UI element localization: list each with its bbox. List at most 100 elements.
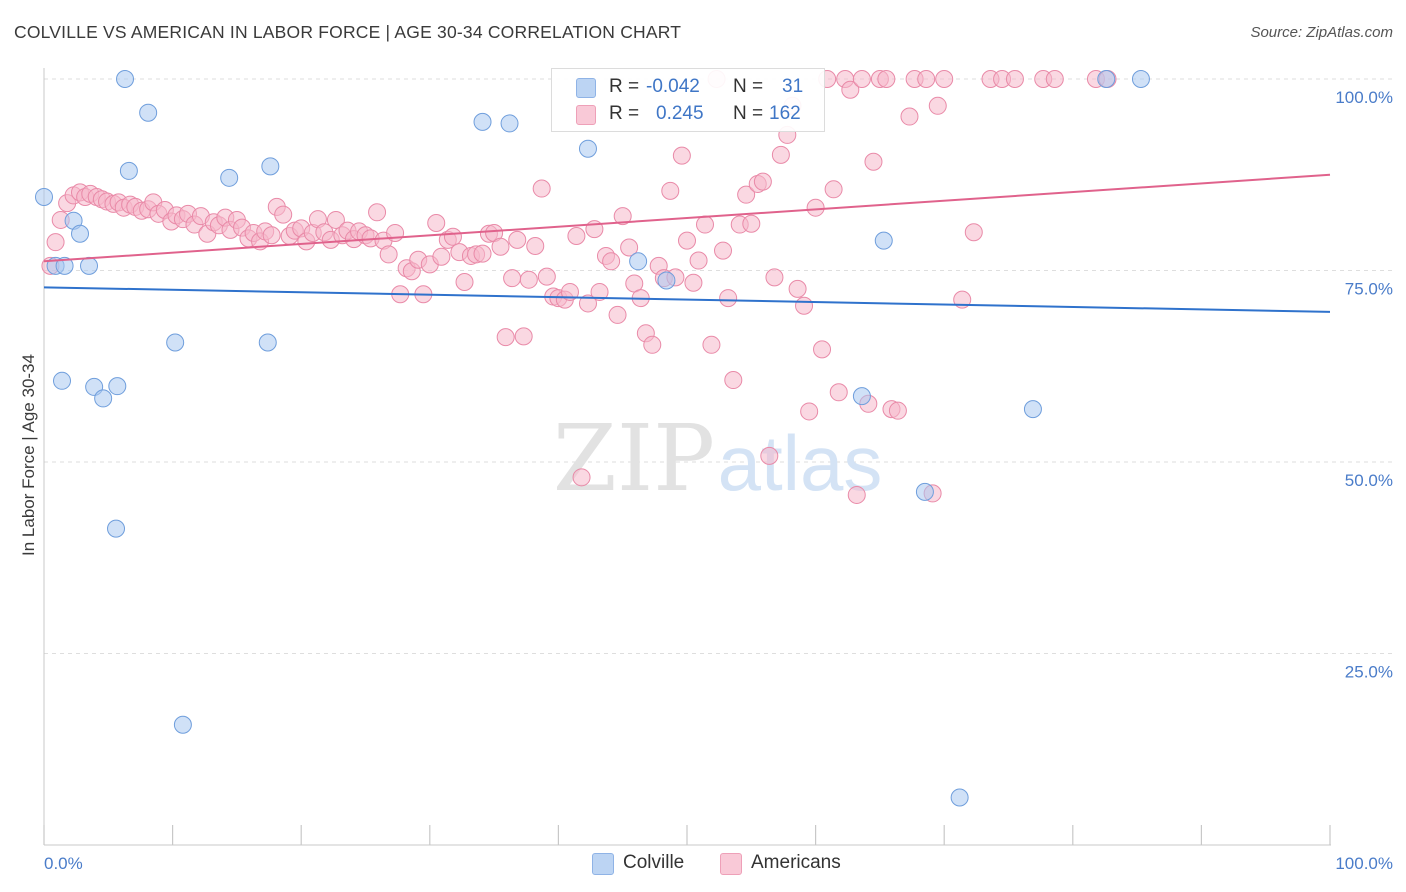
point-colville [915, 482, 934, 501]
watermark: ZIP atlas [553, 405, 882, 512]
point-colville [1131, 70, 1150, 88]
point-americans [724, 371, 743, 390]
point-americans [841, 80, 860, 99]
x-tick-labels: 0.0% 100.0% [44, 854, 1393, 873]
legend-n-value: 162 [769, 103, 801, 124]
trend-line-americans [43, 173, 1331, 263]
y-tick-label: 50.0% [1345, 471, 1393, 490]
point-colville [220, 168, 239, 187]
point-americans [742, 214, 761, 233]
trend-lines [43, 173, 1331, 313]
legend-n-value: 31 [782, 76, 804, 97]
point-americans [824, 180, 843, 199]
point-americans [443, 227, 462, 246]
point-colville [657, 271, 676, 290]
point-americans [620, 238, 639, 257]
point-colville [71, 224, 90, 243]
point-americans [578, 294, 597, 313]
point-americans [702, 335, 721, 354]
point-americans [519, 270, 538, 289]
point-americans [714, 241, 733, 260]
point-americans [760, 446, 779, 465]
point-americans [560, 282, 579, 301]
point-americans [455, 272, 474, 291]
point-americans [532, 179, 551, 198]
bottom-legend-label-americans: Americans [751, 852, 841, 873]
point-americans [719, 289, 738, 308]
point-colville [55, 256, 74, 275]
point-americans [567, 227, 586, 246]
point-americans [590, 282, 609, 301]
legend-swatch-colville [576, 78, 596, 98]
point-americans [602, 252, 621, 271]
point-colville [950, 788, 969, 807]
y-axis-label: In Labor Force | Age 30-34 [19, 354, 38, 556]
point-colville [852, 387, 871, 406]
point-colville [119, 161, 138, 180]
stats-legend: R = -0.042 N = 31 R = 0.245 N = 162 [551, 68, 825, 132]
y-tick-label: 100.0% [1335, 88, 1393, 107]
point-americans [900, 107, 919, 126]
point-americans [661, 181, 680, 200]
point-colville [80, 256, 99, 275]
series-colville [35, 70, 1150, 807]
point-colville [1097, 70, 1116, 88]
point-colville [139, 103, 158, 122]
point-americans [537, 267, 556, 286]
point-americans [928, 96, 947, 115]
point-americans [696, 215, 715, 234]
point-americans [491, 237, 510, 256]
point-colville [1023, 400, 1042, 419]
point-americans [427, 214, 446, 233]
point-colville [173, 715, 192, 734]
point-americans [678, 231, 696, 250]
trend-line-colville [43, 286, 1331, 313]
point-americans [496, 328, 515, 347]
point-americans [765, 268, 784, 287]
point-americans [806, 198, 825, 217]
point-colville [116, 70, 135, 88]
point-americans [326, 210, 345, 229]
point-americans [888, 401, 907, 420]
point-americans [526, 236, 545, 255]
source-label: Source: ZipAtlas.com [1250, 24, 1393, 41]
legend-swatch-americans [576, 105, 596, 125]
gridlines [44, 78, 1392, 654]
point-colville [94, 389, 113, 408]
y-tick-label: 75.0% [1345, 280, 1393, 299]
point-americans [643, 335, 662, 354]
point-colville [874, 231, 893, 250]
point-americans [795, 296, 814, 315]
point-americans [368, 203, 387, 222]
point-americans [847, 485, 866, 504]
point-colville [35, 187, 53, 206]
point-americans [514, 327, 533, 346]
x-tick-label: 100.0% [1335, 854, 1393, 873]
point-americans [379, 245, 398, 264]
bottom-legend-swatch-americans [720, 853, 742, 875]
legend-r-value: -0.042 [646, 76, 700, 97]
point-americans [503, 269, 522, 288]
point-americans [608, 305, 627, 324]
y-tick-label: 25.0% [1345, 663, 1393, 682]
point-colville [578, 139, 597, 158]
point-americans [262, 226, 281, 245]
point-americans [852, 70, 871, 88]
point-americans [689, 251, 708, 270]
bottom-legend-label-colville: Colville [623, 852, 685, 873]
point-americans [684, 273, 703, 292]
point-americans [864, 152, 883, 171]
chart-title: COLVILLE VS AMERICAN IN LABOR FORCE | AG… [14, 22, 682, 42]
point-americans [829, 383, 848, 402]
point-americans [737, 185, 756, 204]
point-americans [46, 233, 65, 252]
point-colville [473, 112, 492, 131]
series-americans [41, 70, 1117, 504]
legend-n-label: N = [733, 103, 764, 124]
point-colville [258, 333, 277, 352]
point-colville [166, 333, 185, 352]
point-americans [800, 402, 819, 421]
point-colville [108, 377, 127, 396]
point-americans [771, 145, 790, 164]
